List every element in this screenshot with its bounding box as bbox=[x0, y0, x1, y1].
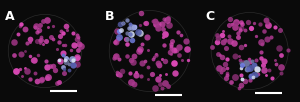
Text: B: B bbox=[105, 10, 115, 23]
Text: A: A bbox=[5, 10, 15, 23]
Text: C: C bbox=[206, 10, 214, 23]
